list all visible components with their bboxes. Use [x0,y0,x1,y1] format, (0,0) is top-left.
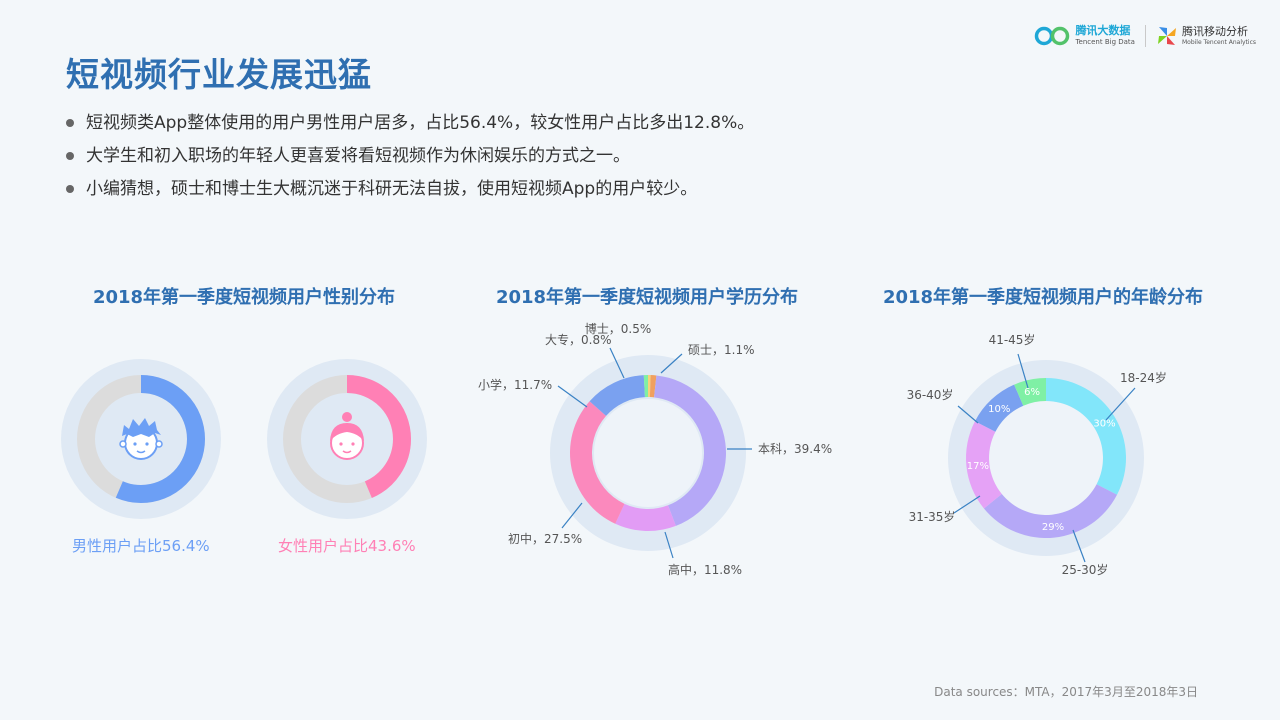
education-leader-line-6 [609,347,625,379]
male-donut-chart [61,359,221,519]
education-label-0: 博士，0.5% [585,321,652,336]
age-category-label-2: 31-35岁 [909,509,956,524]
female-share-arc [283,375,411,503]
gender-chart-title: 2018年第一季度短视频用户性别分布 [92,287,396,308]
bullet-list: 短视频类App整体使用的用户男性用户居多，占比56.4%，较女性用户占比多出12… [66,110,754,209]
tencent-mta-logo: 腾讯移动分析 Mobile Tencent Analytics [1156,25,1256,47]
age-percent-label-3: 10% [988,404,1010,415]
mta-pinwheel-icon [1157,27,1176,45]
education-slice-6 [643,375,648,398]
education-slice-3 [615,503,676,531]
bullet-text: 小编猜想，硕士和博士生大概沉迷于科研无法自拔，使用短视频App的用户较少。 [86,179,698,199]
education-leader-line-5 [557,385,588,408]
age-donut-chart: 30% 29% 17% 10% 6% 18-24岁 25-30岁 31-35岁 36-40岁 4… [907,332,1167,577]
age-slice-0 [1046,378,1126,495]
age-percent-label-0: 30% [1093,418,1115,429]
education-label-2: 本科，39.4% [758,442,832,456]
age-hole [989,401,1103,515]
education-leader-line-3 [664,531,674,559]
education-hole [594,399,702,507]
age-leader-line-2 [953,495,981,514]
male-share-label: 男性用户占比56.4% [72,537,210,555]
page-title: 短视频行业发展迅猛 [66,55,372,94]
education-slice-5 [589,375,645,416]
education-labels: 博士，0.5% 硕士，1.1% 本科，39.4% 高中，11.8% 初中，27.5% 小学… [478,321,832,577]
age-chart-title: 2018年第一季度短视频用户的年龄分布 [882,287,1204,308]
tencent-mta-sub: Mobile Tencent Analytics [1181,38,1256,46]
tencent-mta-name: 腾讯移动分析 [1181,24,1248,38]
age-percent-label-2: 17% [967,461,989,472]
education-slice-1 [649,375,657,398]
education-slices [570,375,726,531]
age-slice-3 [974,384,1024,432]
education-label-4: 初中，27.5% [508,531,582,546]
tencent-big-data-sub: Tencent Big Data [1075,38,1135,46]
age-leader-line-1 [1072,529,1086,563]
age-percent-labels: 30% 29% 17% 10% 6% [967,387,1116,533]
education-slice-4 [570,401,625,524]
age-category-labels: 18-24岁 25-30岁 31-35岁 36-40岁 41-45岁 [907,332,1167,577]
bullet-text: 大学生和初入职场的年轻人更喜爱将看短视频作为休闲娱乐的方式之一。 [86,146,630,166]
logo-bar: 腾讯大数据 Tencent Big Data 腾讯移动分析 Mobile Ten… [1033,22,1256,50]
data-source-note: Data sources：MTA，2017年3月至2018年3日 [934,685,1198,699]
age-category-label-0: 18-24岁 [1120,370,1167,385]
age-slice-1 [983,484,1118,538]
male-share-arc [77,375,205,503]
age-category-label-1: 25-30岁 [1062,562,1109,577]
age-leader-line-3 [957,405,979,424]
bullet-item: 大学生和初入职场的年轻人更喜爱将看短视频作为休闲娱乐的方式之一。 [66,143,754,176]
education-label-6: 大专，0.8% [545,332,612,347]
age-leader-line-0 [1105,387,1136,421]
education-label-5: 小学，11.7% [478,377,552,392]
education-leader-line-4 [561,502,583,529]
bullet-item: 短视频类App整体使用的用户男性用户居多，占比56.4%，较女性用户占比多出12… [66,110,754,143]
age-category-label-4: 41-45岁 [989,332,1036,347]
female-face-icon [330,412,364,460]
age-slices [966,378,1126,538]
bullet-dot [66,185,74,193]
bullet-text: 短视频类App整体使用的用户男性用户居多，占比56.4%，较女性用户占比多出12… [86,113,755,133]
age-slice-4 [1014,378,1046,406]
tencent-big-data-name: 腾讯大数据 [1075,24,1131,37]
tencent-big-data-logo: 腾讯大数据 Tencent Big Data [1033,25,1135,47]
age-leader-line-4 [1017,353,1029,389]
education-label-1: 硕士，1.1% [688,343,755,357]
age-percent-label-4: 6% [1024,387,1040,398]
logo-divider [1144,25,1146,47]
bullet-item: 小编猜想，硕士和博士生大概沉迷于科研无法自拔，使用短视频App的用户较少。 [66,176,754,209]
bullet-dot [66,152,74,160]
male-face-icon [119,418,163,460]
education-leader-line-1 [660,353,683,374]
education-slice-0 [648,375,651,398]
education-chart-title: 2018年第一季度短视频用户学历分布 [495,287,799,308]
education-slice-2 [654,375,726,526]
age-category-label-3: 36-40岁 [907,387,954,402]
female-donut-chart [267,359,427,519]
education-donut-chart: 博士，0.5% 硕士，1.1% 本科，39.4% 高中，11.8% 初中，27.5% 小学… [478,321,832,577]
education-label-3: 高中，11.8% [668,562,742,577]
infinity-loop-icon [1035,26,1070,46]
age-slice-2 [966,421,1002,509]
bullet-dot [66,119,74,127]
female-share-label: 女性用户占比43.6% [278,537,416,555]
age-percent-label-1: 29% [1042,522,1064,533]
